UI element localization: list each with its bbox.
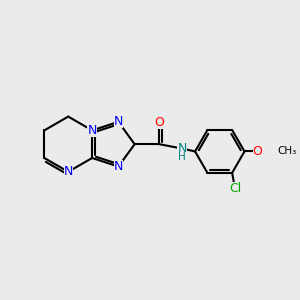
Text: N: N (64, 165, 73, 178)
Text: N: N (114, 160, 123, 173)
Text: N: N (114, 116, 123, 128)
Text: N: N (88, 124, 97, 137)
Text: H: H (178, 152, 186, 162)
Text: CH₃: CH₃ (277, 146, 296, 157)
Text: O: O (253, 145, 262, 158)
Text: N: N (177, 142, 187, 155)
Text: Cl: Cl (229, 182, 241, 195)
Text: O: O (154, 116, 164, 129)
